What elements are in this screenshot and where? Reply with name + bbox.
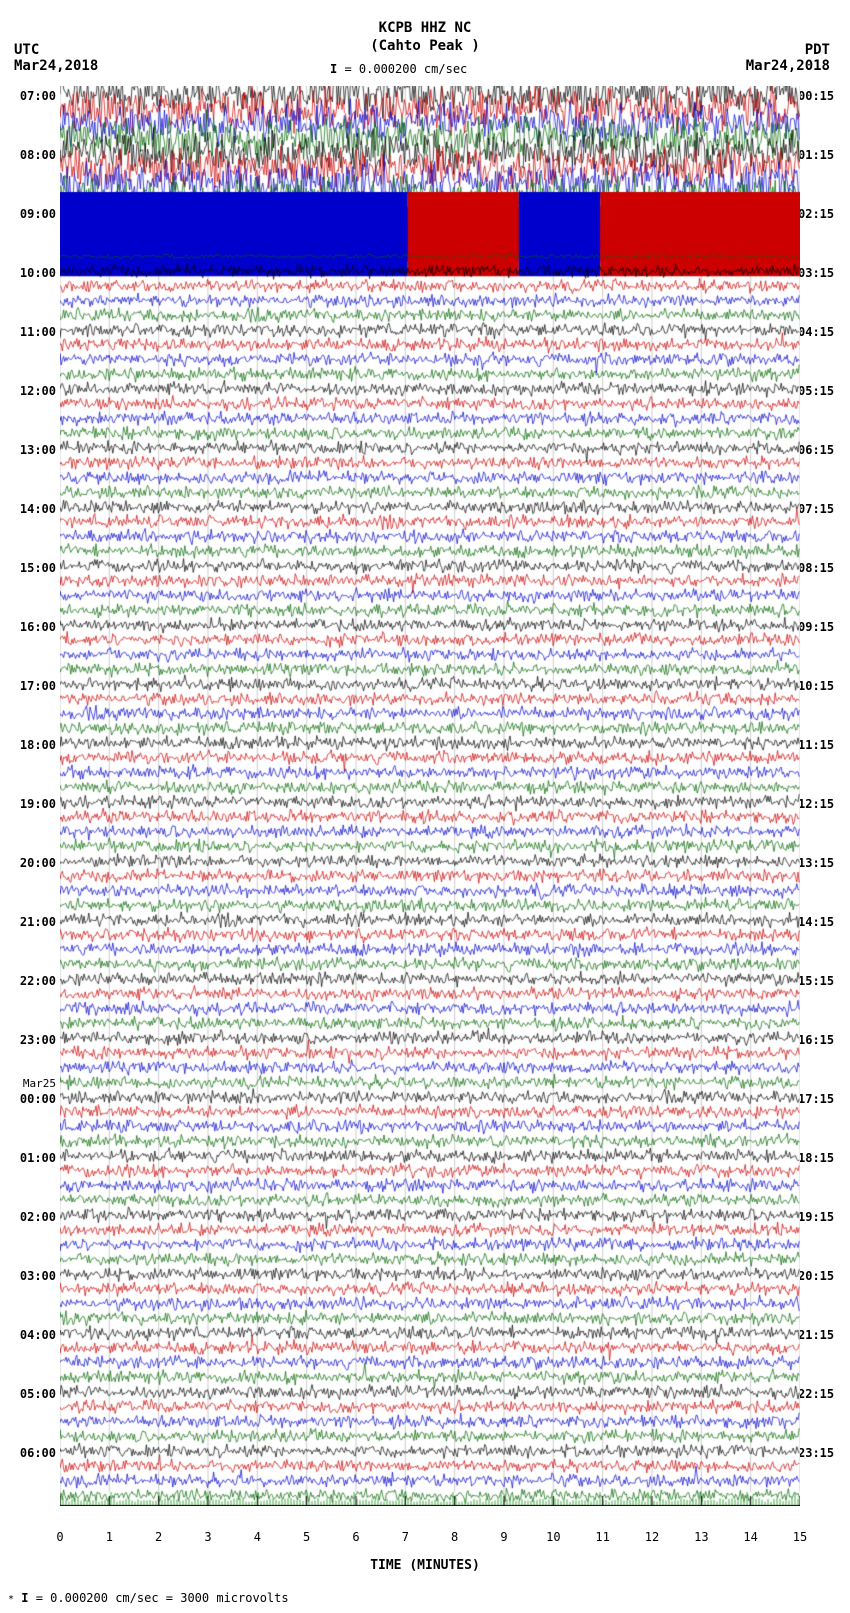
x-tick-label: 13: [694, 1530, 708, 1544]
left-time-label: 06:00: [20, 1447, 56, 1459]
right-time-label: 05:15: [798, 385, 834, 397]
right-time-label: 07:15: [798, 503, 834, 515]
left-time-label: 00:00: [20, 1093, 56, 1105]
tz-left-label: UTC: [14, 42, 39, 58]
x-tick-label: 14: [743, 1530, 757, 1544]
left-time-label: 08:00: [20, 149, 56, 161]
left-time-label: Mar25: [23, 1078, 56, 1089]
right-time-label: 19:15: [798, 1211, 834, 1223]
right-time-label: 21:15: [798, 1329, 834, 1341]
left-time-label: 07:00: [20, 90, 56, 102]
x-axis-title: TIME (MINUTES): [0, 1558, 850, 1573]
left-time-label: 14:00: [20, 503, 56, 515]
footer-scale: * I = 0.000200 cm/sec = 3000 microvolts: [8, 1591, 289, 1605]
right-time-label: 23:15: [798, 1447, 834, 1459]
right-time-label: 10:15: [798, 680, 834, 692]
left-time-label: 20:00: [20, 857, 56, 869]
left-time-label: 13:00: [20, 444, 56, 456]
scale-text: = 0.000200 cm/sec: [337, 62, 467, 76]
right-time-axis: 00:15 01:15 02:15 03:15 04:15 05:15 06:15 07:15…: [796, 86, 840, 1506]
right-time-label: 17:15: [798, 1093, 834, 1105]
x-tick-label: 0: [56, 1530, 63, 1544]
x-tick-label: 2: [155, 1530, 162, 1544]
left-time-label: 21:00: [20, 916, 56, 928]
x-tick-label: 4: [254, 1530, 261, 1544]
left-time-label: 05:00: [20, 1388, 56, 1400]
footer-text: = 0.000200 cm/sec = 3000 microvolts: [29, 1591, 289, 1605]
right-time-label: 14:15: [798, 916, 834, 928]
scale-label: I = 0.000200 cm/sec: [330, 62, 467, 76]
left-time-axis: 07:00 08:00 09:00 10:00 11:00 12:00 13:00 14:00…: [14, 86, 58, 1506]
left-time-label: 16:00: [20, 621, 56, 633]
left-time-label: 01:00: [20, 1152, 56, 1164]
x-tick-label: 5: [303, 1530, 310, 1544]
x-tick-label: 6: [352, 1530, 359, 1544]
left-time-label: 15:00: [20, 562, 56, 574]
right-time-label: 13:15: [798, 857, 834, 869]
seismogram-container: KCPB HHZ NC (Cahto Peak ) I = 0.000200 c…: [0, 0, 850, 1613]
left-time-label: 17:00: [20, 680, 56, 692]
x-tick-label: 15: [793, 1530, 807, 1544]
scale-bar-icon: I: [21, 1591, 28, 1605]
left-time-label: 02:00: [20, 1211, 56, 1223]
x-tick-label: 3: [204, 1530, 211, 1544]
right-time-label: 03:15: [798, 267, 834, 279]
right-time-label: 08:15: [798, 562, 834, 574]
right-time-label: 18:15: [798, 1152, 834, 1164]
left-time-label: 23:00: [20, 1034, 56, 1046]
date-left-label: Mar24,2018: [14, 58, 98, 74]
x-tick-label: 9: [500, 1530, 507, 1544]
right-time-label: 04:15: [798, 326, 834, 338]
left-time-label: 18:00: [20, 739, 56, 751]
right-time-label: 12:15: [798, 798, 834, 810]
left-time-label: 04:00: [20, 1329, 56, 1341]
right-time-label: 09:15: [798, 621, 834, 633]
left-time-label: 12:00: [20, 385, 56, 397]
x-tick-label: 11: [595, 1530, 609, 1544]
right-time-label: 15:15: [798, 975, 834, 987]
left-time-label: 03:00: [20, 1270, 56, 1282]
x-tick-label: 12: [645, 1530, 659, 1544]
helicorder-plot: [60, 86, 800, 1506]
left-time-label: 09:00: [20, 208, 56, 220]
right-time-label: 11:15: [798, 739, 834, 751]
station-title-line2: (Cahto Peak ): [0, 38, 850, 54]
right-time-label: 16:15: [798, 1034, 834, 1046]
right-time-label: 22:15: [798, 1388, 834, 1400]
seismogram-canvas: [60, 86, 800, 1506]
station-title-line1: KCPB HHZ NC: [0, 20, 850, 36]
x-tick-label: 10: [546, 1530, 560, 1544]
footer-bar-icon: *: [8, 1594, 14, 1605]
left-time-label: 11:00: [20, 326, 56, 338]
right-time-label: 00:15: [798, 90, 834, 102]
right-time-label: 02:15: [798, 208, 834, 220]
x-tick-label: 8: [451, 1530, 458, 1544]
left-time-label: 19:00: [20, 798, 56, 810]
right-time-label: 20:15: [798, 1270, 834, 1282]
x-tick-label: 7: [402, 1530, 409, 1544]
x-tick-label: 1: [106, 1530, 113, 1544]
left-time-label: 10:00: [20, 267, 56, 279]
right-time-label: 06:15: [798, 444, 834, 456]
tz-right-label: PDT: [805, 42, 830, 58]
date-right-label: Mar24,2018: [746, 58, 830, 74]
left-time-label: 22:00: [20, 975, 56, 987]
right-time-label: 01:15: [798, 149, 834, 161]
x-axis: 0123456789101112131415: [60, 1518, 800, 1558]
